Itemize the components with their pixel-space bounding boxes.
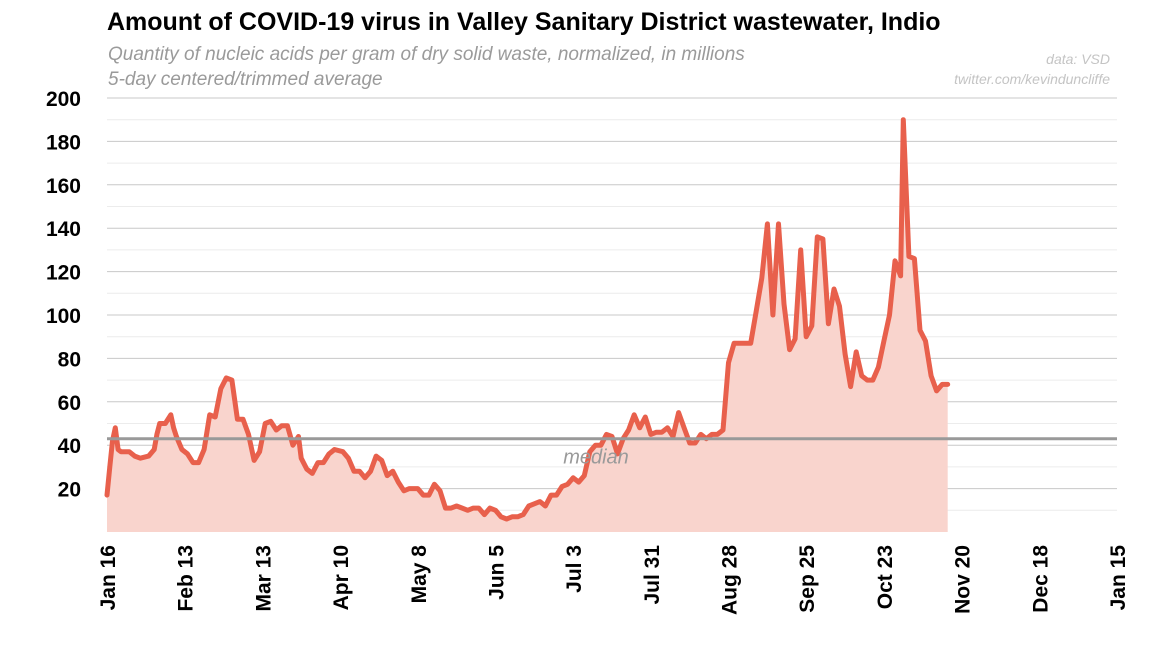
x-tick-label: Jul 31	[641, 545, 664, 605]
x-tick-label: Mar 13	[252, 545, 275, 612]
data-source-label: data: VSD	[1046, 51, 1110, 67]
x-tick-label: Sep 25	[796, 545, 819, 613]
y-tick-label: 40	[58, 435, 81, 458]
x-tick-label: Nov 20	[952, 545, 975, 614]
x-tick-label: Dec 18	[1029, 545, 1052, 613]
y-tick-label: 200	[46, 88, 81, 111]
series-area-fill	[107, 119, 948, 532]
x-tick-label: Jan 16	[97, 545, 120, 610]
author-credit: twitter.com/kevinduncliffe	[954, 71, 1110, 87]
series-line	[104, 117, 951, 522]
y-tick-label: 20	[58, 479, 81, 502]
x-tick-label: Feb 13	[175, 545, 198, 612]
y-tick-label: 100	[46, 305, 81, 328]
median-label: median	[563, 447, 629, 469]
chart-subtitle-averaging: 5-day centered/trimmed average	[108, 69, 383, 90]
x-tick-label: Jan 15	[1107, 545, 1130, 611]
y-tick-label: 140	[46, 218, 81, 241]
x-tick-label: Oct 23	[874, 545, 897, 609]
chart-title: Amount of COVID-19 virus in Valley Sanit…	[107, 8, 941, 36]
y-tick-label: 160	[46, 175, 81, 198]
y-tick-label: 120	[46, 262, 81, 285]
x-tick-label: May 8	[408, 545, 431, 604]
x-tick-label: Jun 5	[486, 545, 509, 600]
y-tick-label: 60	[58, 392, 81, 415]
y-tick-label: 80	[58, 348, 81, 371]
chart-subtitle: Quantity of nucleic acids per gram of dr…	[108, 44, 745, 65]
x-tick-label: Apr 10	[330, 545, 353, 610]
x-tick-label: Jul 3	[563, 545, 586, 593]
x-tick-label: Aug 28	[719, 545, 742, 615]
y-tick-label: 180	[46, 131, 81, 154]
